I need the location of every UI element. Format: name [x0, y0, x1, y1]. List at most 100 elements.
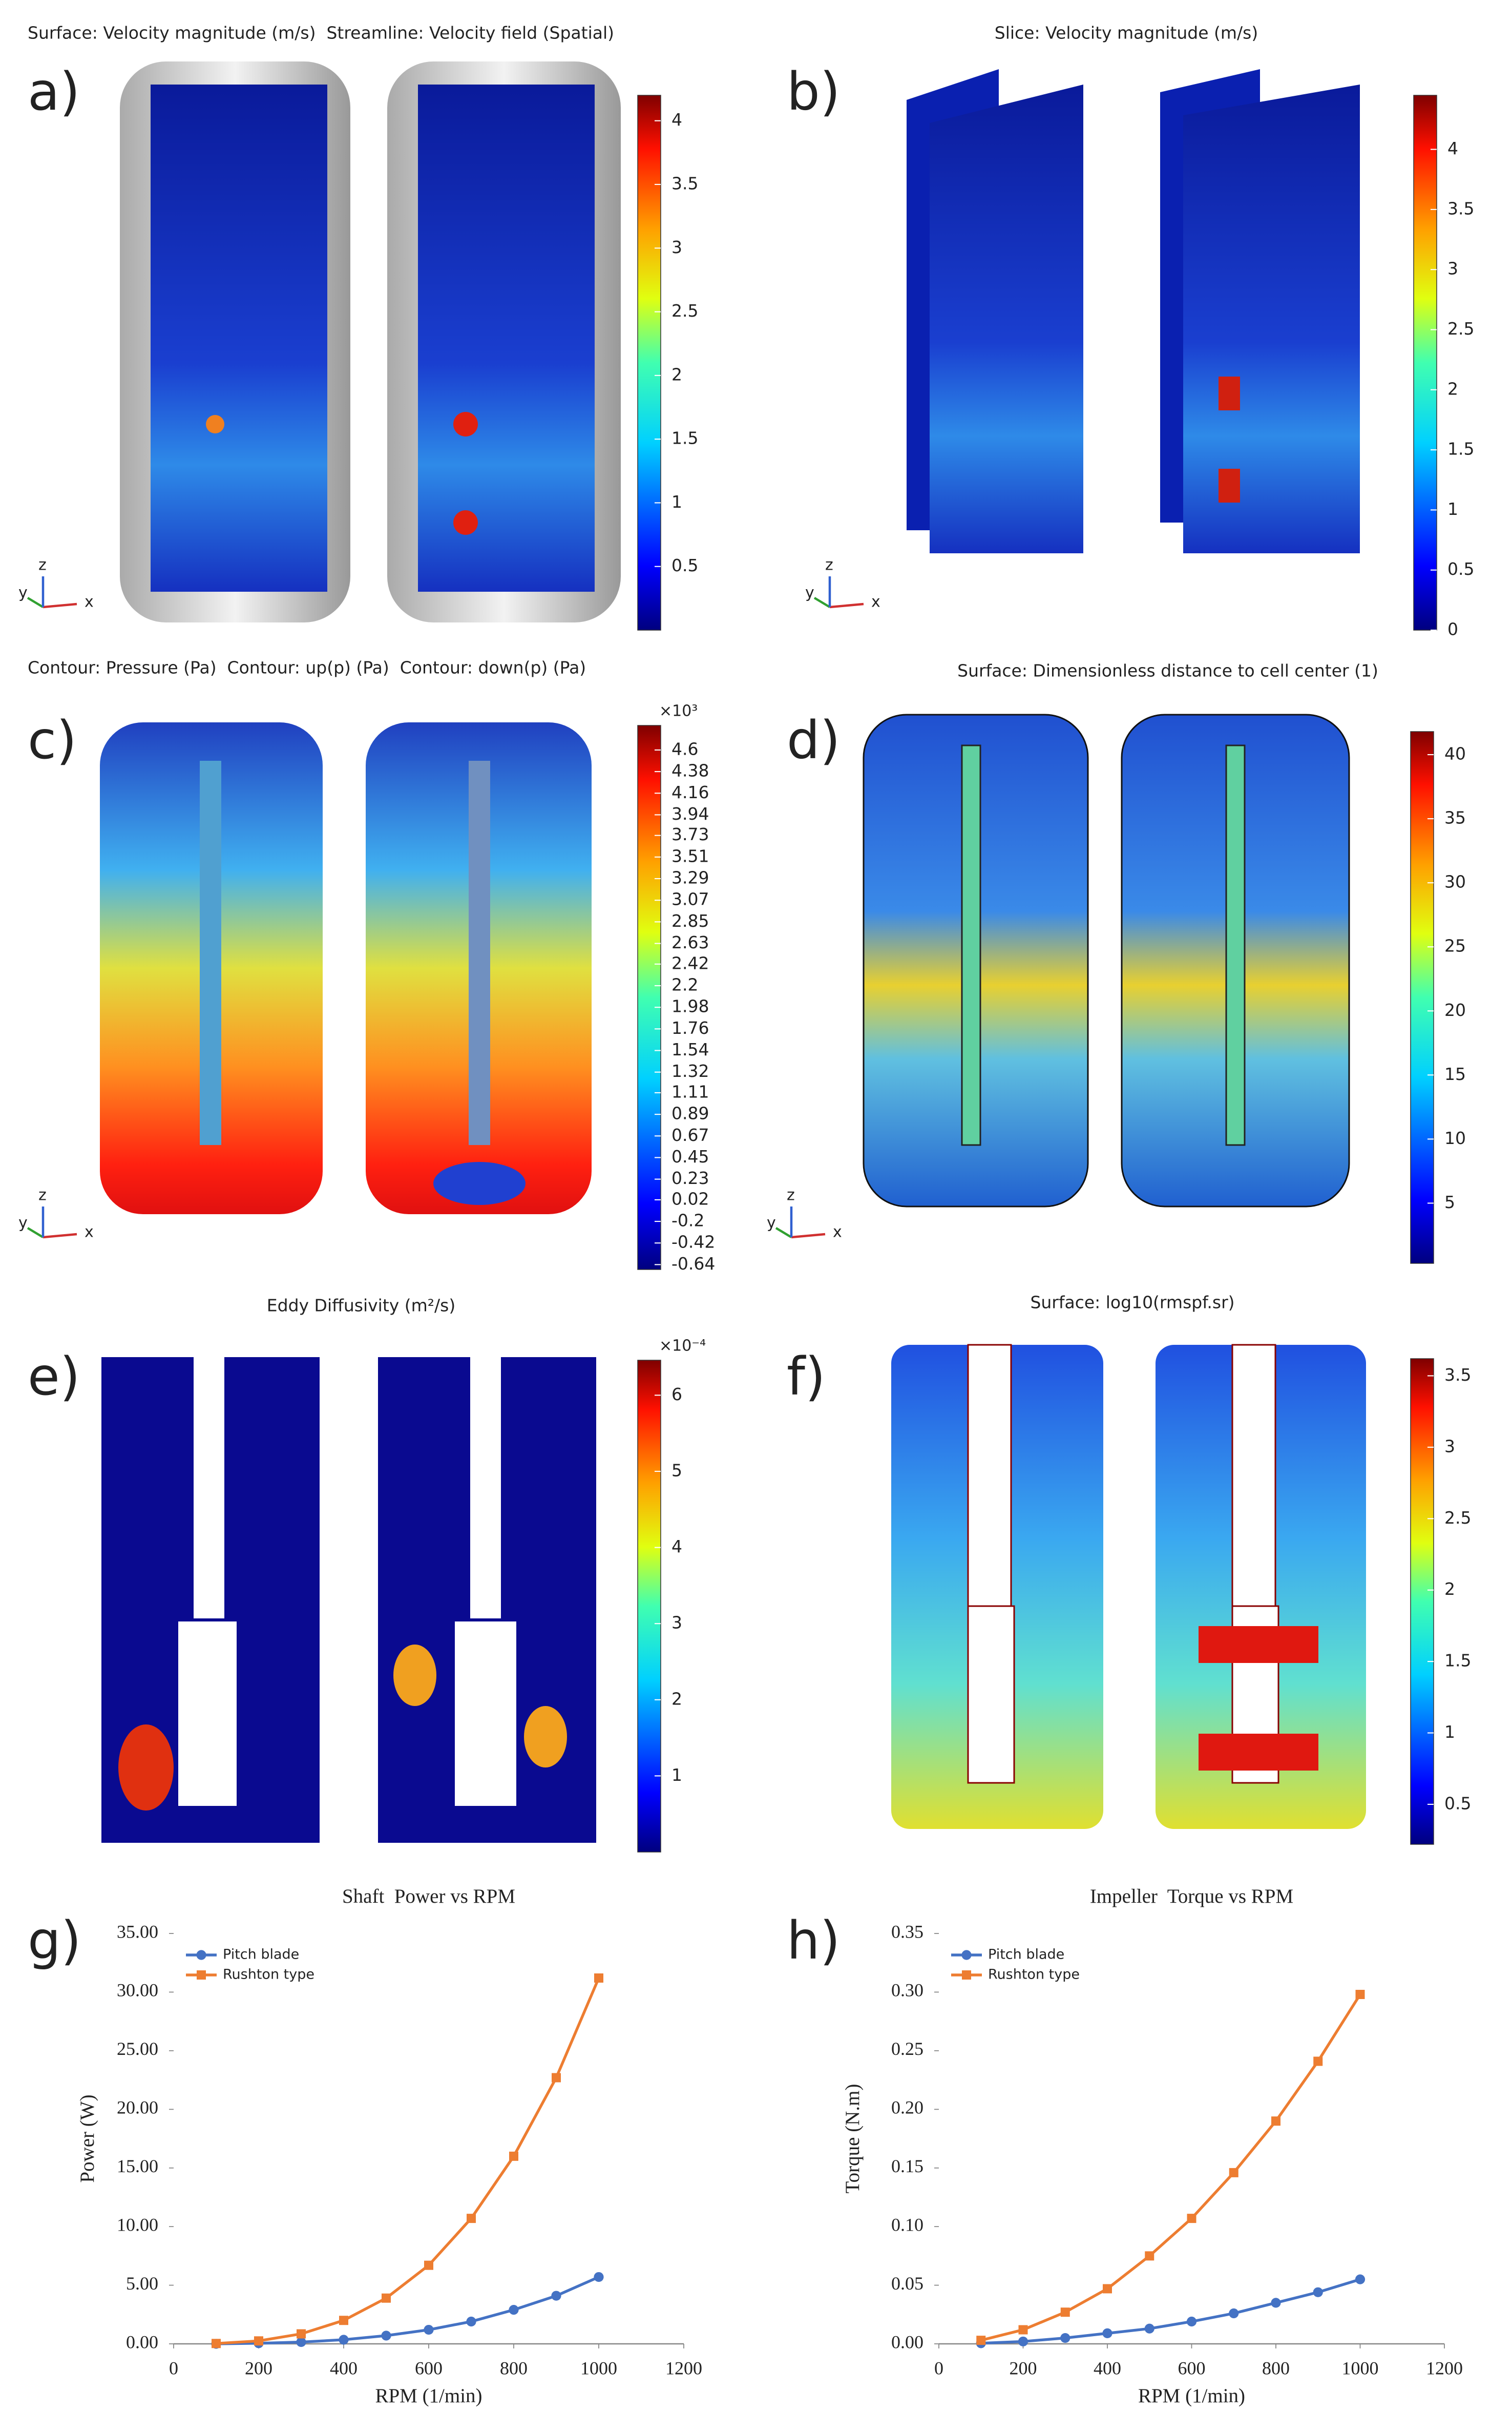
colorbar-tick-label: 15 — [1444, 1064, 1466, 1084]
colorbar-tick-label: 5 — [1444, 1192, 1455, 1212]
point — [1145, 2324, 1154, 2334]
x-tick-label: 400 — [330, 2358, 358, 2378]
colorbar-tick-label: 2.2 — [671, 974, 698, 994]
point — [551, 2291, 561, 2301]
colorbar-tick-label: 3 — [671, 1613, 682, 1633]
field — [418, 85, 595, 592]
colorbar-tick-label: 3.5 — [671, 174, 698, 194]
triad-axis — [776, 1228, 791, 1237]
colorbar-tick-label: 1.11 — [671, 1081, 709, 1101]
y-axis-label: Power (W) — [76, 2094, 98, 2182]
colorbar — [1411, 1359, 1434, 1844]
y-tick-label: 30.00 — [117, 1980, 158, 2001]
series-line — [981, 1994, 1360, 2340]
colorbar-tick-label: 0.89 — [671, 1104, 709, 1124]
gap — [194, 1357, 224, 1618]
colorbar-tick-label: 1.76 — [671, 1018, 709, 1038]
panel-letter: h) — [787, 1910, 840, 1971]
point — [1356, 1990, 1365, 1999]
colorbar-tick-label: 1.98 — [671, 996, 709, 1016]
legend-label: Rushton type — [223, 1967, 314, 1983]
x-tick-label: 200 — [245, 2358, 272, 2378]
panel-title: Slice: Velocity magnitude (m/s) — [995, 23, 1258, 43]
colorbar-tick-label: 0.5 — [1444, 1793, 1471, 1813]
x-tick-label: 1200 — [1426, 2358, 1463, 2378]
shaft — [1226, 745, 1245, 1145]
colorbar-tick-label: 3.5 — [1444, 1365, 1471, 1385]
triad-label: z — [825, 556, 833, 574]
colorbar-tick-label: 5 — [671, 1460, 682, 1480]
colorbar-tick-label: 1 — [1444, 1722, 1455, 1742]
gap — [470, 1357, 501, 1618]
chart-title: Impeller Torque vs RPM — [1090, 1885, 1293, 1907]
colorbar — [638, 725, 661, 1270]
colorbar-tick-label: 2.85 — [671, 911, 709, 931]
point — [424, 2325, 433, 2335]
series-line — [216, 2277, 599, 2344]
colorbar-tick-label: 0.5 — [671, 555, 698, 575]
colorbar-tick-label: 3.51 — [671, 846, 709, 866]
panel-letter: f) — [787, 1346, 826, 1407]
slice — [1183, 85, 1360, 553]
colorbar-tick-label: 4 — [671, 1536, 682, 1556]
colorbar-tick-label: 3 — [1447, 259, 1458, 279]
point — [976, 2336, 985, 2345]
y-tick-label: 0.35 — [891, 1921, 923, 1942]
colorbar-tick-label: 2.5 — [671, 301, 698, 321]
hotspot — [1199, 1734, 1318, 1771]
triad-label: y — [18, 1214, 28, 1232]
point — [466, 2317, 476, 2326]
y-tick-label: 0.20 — [891, 2097, 923, 2118]
colorbar-tick-label: 4.6 — [671, 739, 698, 759]
colorbar-tick-label: 2.5 — [1444, 1508, 1471, 1528]
y-tick-label: 0.05 — [891, 2273, 923, 2294]
panel-title: Contour: Pressure (Pa) Contour: up(p) (P… — [28, 658, 586, 678]
colorbar-tick-label: 6 — [671, 1384, 682, 1404]
point — [339, 2316, 348, 2325]
triad-axis — [28, 1228, 43, 1237]
triad-label: z — [787, 1187, 795, 1204]
y-axis-label: Torque (N.m) — [842, 2084, 864, 2194]
panel-title: Surface: log10(rmspf.sr) — [1030, 1293, 1234, 1313]
x-tick-label: 800 — [500, 2358, 528, 2378]
point — [254, 2336, 263, 2345]
impeller — [968, 1606, 1014, 1783]
point — [297, 2329, 306, 2339]
colorbar-tick-label: 10 — [1444, 1128, 1466, 1148]
x-axis-label: RPM (1/min) — [375, 2385, 482, 2407]
colorbar-tick-label: 40 — [1444, 744, 1466, 764]
colorbar-tick-label: 4.38 — [671, 761, 709, 781]
colorbar-tick-label: 4 — [1447, 138, 1458, 158]
colorbar-tick-label: -0.42 — [671, 1232, 715, 1252]
slice — [930, 85, 1083, 553]
colorbar-tick-label: 2 — [671, 1689, 682, 1709]
triad-label: x — [85, 593, 94, 611]
panel-letter: e) — [28, 1346, 80, 1407]
x-tick-label: 200 — [1010, 2358, 1037, 2378]
triad-label: x — [85, 1223, 94, 1241]
point — [594, 1973, 603, 1983]
point — [1103, 2284, 1112, 2293]
colorbar-tick-label: 2.42 — [671, 953, 709, 973]
triad-axis — [43, 604, 77, 607]
panel-title: Eddy Diffusivity (m²/s) — [267, 1296, 455, 1316]
y-tick-label: 35.00 — [117, 1921, 158, 1942]
y-tick-label: 0.00 — [891, 2332, 923, 2352]
colorbar — [638, 95, 661, 630]
gap — [1232, 1345, 1275, 1606]
y-tick-label: 5.00 — [126, 2273, 158, 2294]
x-tick-label: 1200 — [665, 2358, 702, 2378]
hotspot — [393, 1645, 436, 1706]
legend-marker — [197, 1970, 206, 1980]
panel-title: Surface: Dimensionless distance to cell … — [957, 661, 1378, 681]
colorbar-tick-label: 0.5 — [1447, 559, 1474, 579]
colorbar-tick-label: 3.73 — [671, 824, 709, 844]
legend-marker — [962, 1970, 971, 1980]
colorbar-exponent: ×10³ — [659, 702, 698, 720]
legend-marker — [961, 1950, 971, 1960]
gap — [968, 1345, 1011, 1606]
point — [594, 2272, 603, 2282]
colorbar-tick-label: 1.32 — [671, 1061, 709, 1081]
colorbar — [638, 1360, 661, 1852]
colorbar-tick-label: 0.45 — [671, 1147, 709, 1167]
